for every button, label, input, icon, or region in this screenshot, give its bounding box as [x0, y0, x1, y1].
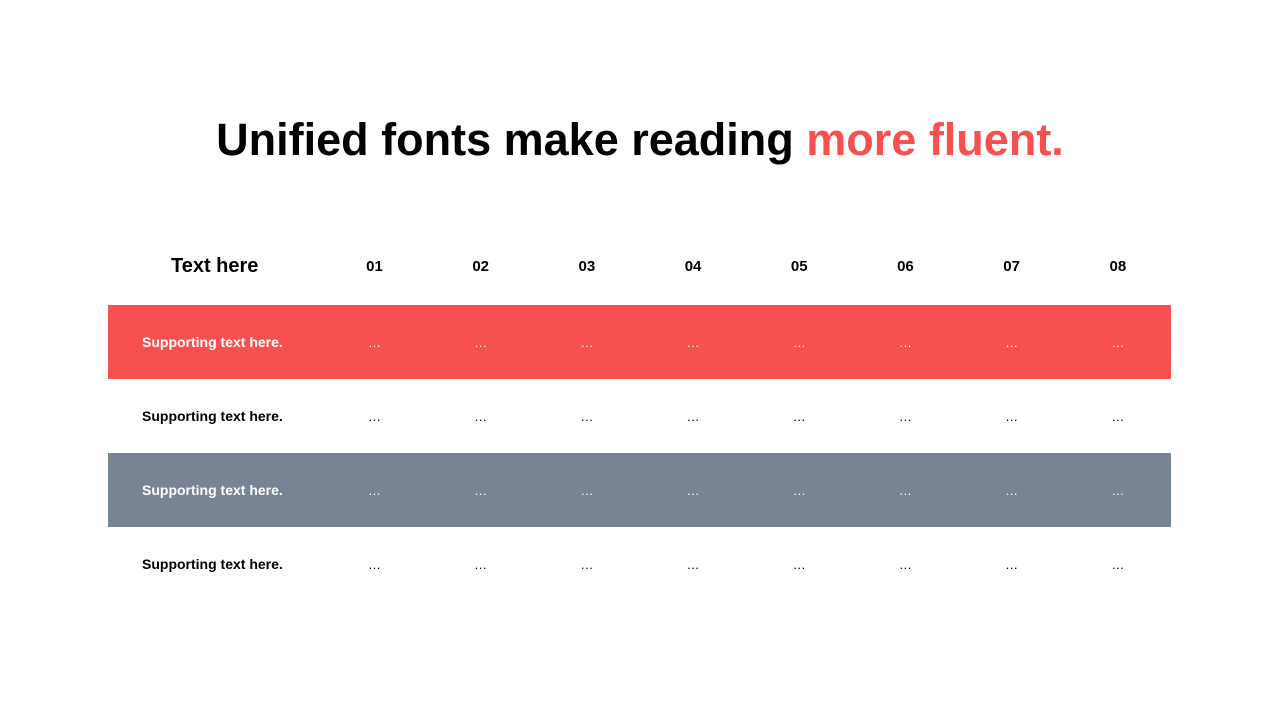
column-header: 07 [1003, 258, 1020, 275]
table-row: Supporting text here. … … … … … … … … [108, 305, 1171, 379]
row-label: Supporting text here. [142, 556, 283, 572]
column-header: 04 [684, 258, 702, 275]
table-cell: … [1111, 408, 1125, 424]
row-label: Supporting text here. [142, 408, 283, 424]
table-row: Supporting text here. … … … … … … … … [108, 379, 1171, 453]
header-label: Text here [170, 255, 259, 277]
table-cell: … [580, 408, 594, 424]
table-cell: … [1005, 408, 1019, 424]
title-accent: more fluent. [806, 114, 1064, 165]
table-cell: … [1005, 556, 1019, 572]
table-cell: … [580, 556, 594, 572]
slide-title: Unified fonts make reading more fluent. [0, 112, 1280, 168]
table-cell: … [686, 482, 700, 498]
column-header: 06 [897, 258, 914, 275]
table-cell: … [1111, 556, 1125, 572]
table-cell: … [898, 556, 912, 572]
column-header: 01 [366, 258, 383, 275]
title-main: Unified fonts make reading [216, 114, 807, 165]
table-cell: … [580, 482, 594, 498]
table-row: Supporting text here. … … … … … … … … [108, 453, 1171, 527]
table-cell: … [474, 334, 488, 350]
column-header: 05 [790, 258, 808, 275]
table-cell: … [1005, 482, 1019, 498]
column-header: 08 [1109, 258, 1127, 275]
table-cell: … [792, 408, 806, 424]
table-cell: … [1111, 334, 1125, 350]
table-cell: … [367, 556, 381, 572]
table-cell: … [686, 556, 700, 572]
table-cell: … [686, 334, 700, 350]
table-cell: … [792, 334, 806, 350]
table-cell: … [367, 408, 381, 424]
table-cell: … [367, 482, 381, 498]
table-cell: … [474, 556, 488, 572]
column-header: 03 [578, 258, 596, 275]
table-cell: … [898, 334, 912, 350]
table-header-row: Text here 01 02 03 04 05 06 07 08 [108, 228, 1171, 305]
data-table: Text here 01 02 03 04 05 06 07 08 Supporting tex… [108, 228, 1171, 601]
table-cell: … [367, 334, 381, 350]
table-cell: … [1111, 482, 1125, 498]
column-header: 02 [472, 258, 490, 275]
table-cell: … [1005, 334, 1019, 350]
table-cell: … [474, 408, 488, 424]
table-cell: … [898, 408, 912, 424]
row-label: Supporting text here. [142, 482, 283, 498]
row-label: Supporting text here. [142, 334, 283, 350]
table-cell: … [580, 334, 594, 350]
table-cell: … [792, 556, 806, 572]
table-cell: … [686, 408, 700, 424]
table-cell: … [474, 482, 488, 498]
table-cell: … [898, 482, 912, 498]
table-cell: … [792, 482, 806, 498]
table-row: Supporting text here. … … … … … … … … [108, 527, 1171, 601]
